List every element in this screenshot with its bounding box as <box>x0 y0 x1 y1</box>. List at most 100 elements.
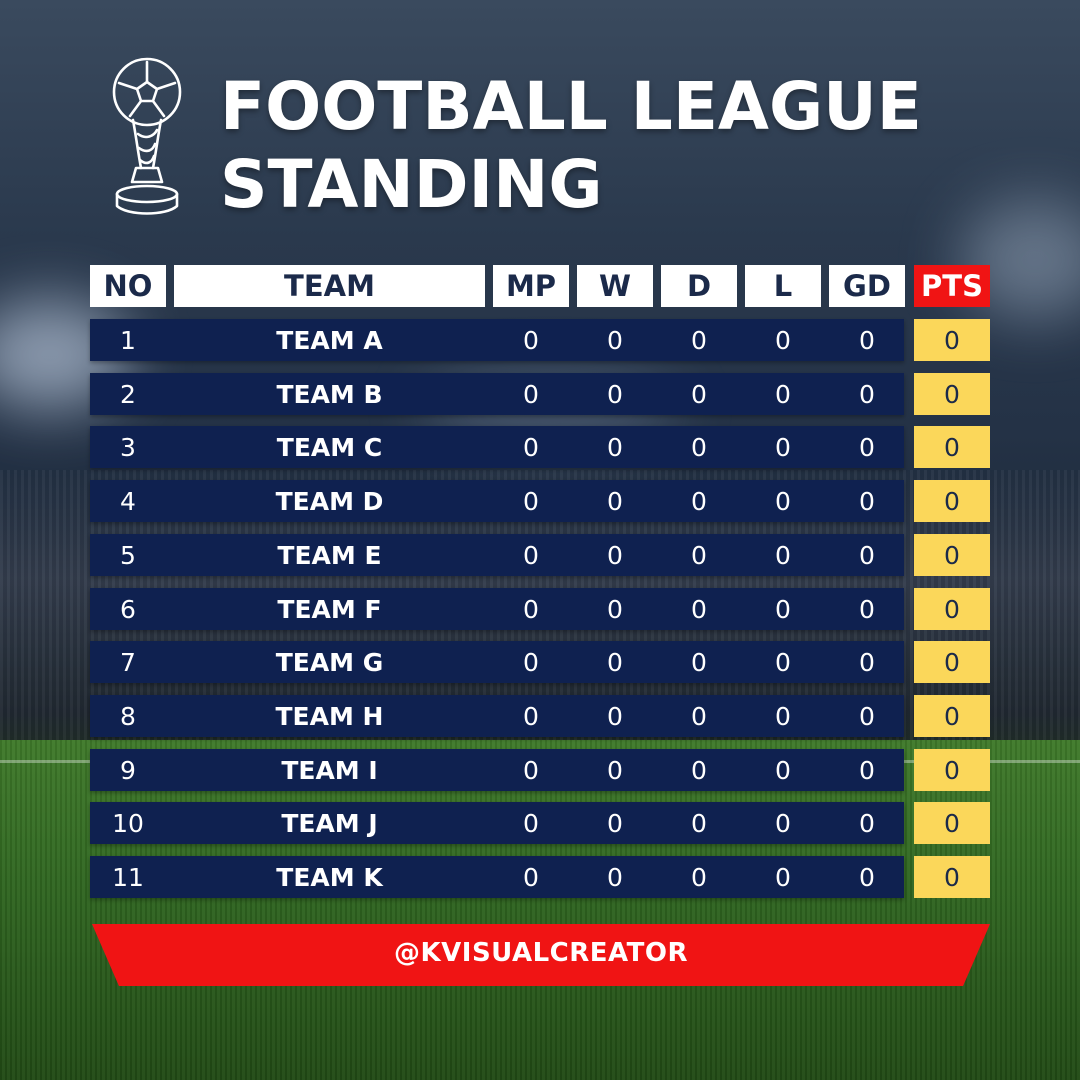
header-mp: MP <box>493 265 569 307</box>
cell-gd: 0 <box>859 432 875 462</box>
cell-pts: 0 <box>914 319 990 361</box>
cell-l: 0 <box>775 808 791 838</box>
cell-team: TEAM K <box>276 862 383 892</box>
cell-w: 0 <box>607 755 623 785</box>
cell-pts: 0 <box>914 588 990 630</box>
table-row <box>90 319 904 361</box>
cell-d: 0 <box>691 540 707 570</box>
cell-l: 0 <box>775 862 791 892</box>
cell-pts: 0 <box>914 802 990 844</box>
header-w: W <box>577 265 653 307</box>
cell-pts: 0 <box>914 534 990 576</box>
header-d: D <box>661 265 737 307</box>
cell-no: 5 <box>120 540 136 570</box>
trophy-icon <box>112 57 182 215</box>
cell-pts: 0 <box>914 641 990 683</box>
cell-team: TEAM B <box>276 379 383 409</box>
cell-w: 0 <box>607 432 623 462</box>
cell-mp: 0 <box>523 755 539 785</box>
pitch-grass <box>0 740 1080 1080</box>
cell-mp: 0 <box>523 701 539 731</box>
cell-l: 0 <box>775 540 791 570</box>
cell-d: 0 <box>691 755 707 785</box>
footer-handle: @KVISUALCREATOR <box>394 938 688 968</box>
cell-d: 0 <box>691 647 707 677</box>
cell-gd: 0 <box>859 594 875 624</box>
cell-l: 0 <box>775 755 791 785</box>
cell-d: 0 <box>691 432 707 462</box>
header-no: NO <box>90 265 166 307</box>
cell-w: 0 <box>607 701 623 731</box>
cell-mp: 0 <box>523 594 539 624</box>
cell-d: 0 <box>691 701 707 731</box>
cell-d: 0 <box>691 325 707 355</box>
cell-l: 0 <box>775 432 791 462</box>
table-row <box>90 480 904 522</box>
cell-team: TEAM G <box>275 647 384 677</box>
cell-gd: 0 <box>859 325 875 355</box>
cell-w: 0 <box>607 862 623 892</box>
cell-gd: 0 <box>859 755 875 785</box>
cell-team: TEAM H <box>275 701 384 731</box>
cell-team: TEAM J <box>281 808 378 838</box>
page-title: FOOTBALL LEAGUE STANDING <box>220 68 922 224</box>
cell-l: 0 <box>775 701 791 731</box>
cell-pts: 0 <box>914 856 990 898</box>
cell-gd: 0 <box>859 647 875 677</box>
footer-banner <box>92 924 990 986</box>
cell-l: 0 <box>775 379 791 409</box>
cell-no: 10 <box>112 808 144 838</box>
cell-mp: 0 <box>523 325 539 355</box>
cell-gd: 0 <box>859 701 875 731</box>
cell-mp: 0 <box>523 862 539 892</box>
cell-d: 0 <box>691 862 707 892</box>
table-row <box>90 534 904 576</box>
cell-w: 0 <box>607 379 623 409</box>
cell-no: 3 <box>120 432 136 462</box>
cell-no: 6 <box>120 594 136 624</box>
cell-mp: 0 <box>523 808 539 838</box>
cell-no: 1 <box>120 325 136 355</box>
cell-no: 11 <box>112 862 144 892</box>
cell-l: 0 <box>775 647 791 677</box>
cell-mp: 0 <box>523 647 539 677</box>
cell-w: 0 <box>607 594 623 624</box>
table-row <box>90 695 904 737</box>
table-row <box>90 588 904 630</box>
cell-no: 4 <box>120 486 136 516</box>
cell-team: TEAM F <box>277 594 382 624</box>
cell-d: 0 <box>691 486 707 516</box>
cell-pts: 0 <box>914 749 990 791</box>
table-row <box>90 641 904 683</box>
cell-w: 0 <box>607 325 623 355</box>
table-row <box>90 373 904 415</box>
cell-mp: 0 <box>523 379 539 409</box>
table-row <box>90 856 904 898</box>
cell-team: TEAM D <box>275 486 384 516</box>
cell-d: 0 <box>691 808 707 838</box>
title-line-2: STANDING <box>220 146 603 223</box>
cell-mp: 0 <box>523 432 539 462</box>
cell-gd: 0 <box>859 862 875 892</box>
cell-l: 0 <box>775 594 791 624</box>
cell-d: 0 <box>691 594 707 624</box>
table-row <box>90 426 904 468</box>
cell-w: 0 <box>607 486 623 516</box>
header-pts: PTS <box>914 265 990 307</box>
cell-w: 0 <box>607 540 623 570</box>
cell-team: TEAM E <box>277 540 382 570</box>
cell-no: 7 <box>120 647 136 677</box>
cell-mp: 0 <box>523 540 539 570</box>
cell-mp: 0 <box>523 486 539 516</box>
title-line-1: FOOTBALL LEAGUE <box>220 68 922 145</box>
cell-no: 2 <box>120 379 136 409</box>
table-row <box>90 802 904 844</box>
cell-d: 0 <box>691 379 707 409</box>
header-l: L <box>745 265 821 307</box>
table-row <box>90 749 904 791</box>
cell-w: 0 <box>607 808 623 838</box>
cell-w: 0 <box>607 647 623 677</box>
cell-gd: 0 <box>859 379 875 409</box>
cell-pts: 0 <box>914 695 990 737</box>
